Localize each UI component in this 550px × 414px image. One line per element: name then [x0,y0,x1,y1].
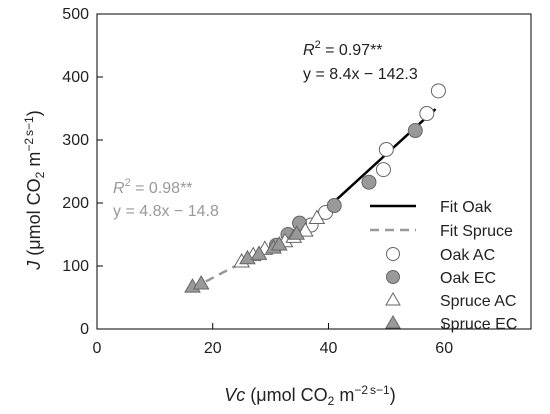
spruce-r2-prefix: R [113,180,125,197]
point-spruce-ec [250,245,268,260]
y-axis-title: J (μmol CO2 m−2s−1) [22,110,47,270]
point-oak-ac [375,162,391,178]
x-tick-label: 60 [435,340,453,357]
svg-text:R2 = 0.98**: R2 = 0.98** [113,177,193,197]
legend-entry-oak-ac: Oak AC [386,247,495,264]
point-oak-ec [326,198,342,214]
point-spruce-ec [288,225,306,240]
point-oak-ec [407,123,423,139]
oak-r2-prefix: R [303,42,315,59]
point-spruce-ec [270,235,288,251]
spruce-r2-sup: 2 [125,177,131,189]
point-spruce-ac [296,222,314,237]
fit-line-fit-spruce [191,222,318,290]
x-tick-label: 40 [320,340,338,357]
x-axis-title: Vc (μmol CO2 m−2 s−1) [224,383,395,408]
legend-entry-fit-spruce: Fit Spruce [370,223,513,240]
legend-marker-spruce-ac [385,292,401,306]
y-tick-label: 0 [80,321,89,338]
point-oak-ac [419,106,435,122]
y-tick-label: 200 [62,195,89,212]
point-oak-ac [378,141,394,157]
legend-label-spruce-ec: Spruce EC [440,316,517,333]
y-tick-label: 300 [62,132,89,149]
axes: 0 100 200 300 400 500 0 20 40 60 [62,6,532,357]
legend-label-spruce-ac: Spruce AC [440,293,516,310]
legend: Fit Oak Fit Spruce Oak AC Oak EC Spruce … [370,199,517,333]
point-spruce-ec [192,275,210,290]
oak-equation: y = 8.4x − 142.3 [303,66,418,83]
svg-text:R2 = 0.97**: R2 = 0.97** [303,39,383,59]
spruce-r2-value: = 0.98** [131,180,193,197]
point-spruce-ac [308,209,326,224]
y-tick-label: 500 [62,6,89,23]
legend-entry-oak-ec: Oak EC [386,270,496,287]
legend-entry-spruce-ac: Spruce AC [385,292,516,310]
oak-r2-value: = 0.97** [321,42,383,59]
point-oak-ac [430,83,446,99]
plot-frame [96,13,532,330]
plot-area [184,83,446,293]
legend-label-fit-oak: Fit Oak [440,199,493,216]
y-tick-label: 400 [62,69,89,86]
spruce-equation: y = 4.8x − 14.8 [113,203,219,220]
x-tick-label: 20 [204,340,222,357]
y-tick-label: 100 [62,258,89,275]
legend-label-oak-ac: Oak AC [440,247,495,264]
oak-fit-annotation: R2 = 0.97** y = 8.4x − 142.3 [303,39,418,83]
legend-label-oak-ec: Oak EC [440,270,496,287]
legend-label-fit-spruce: Fit Spruce [440,223,513,240]
legend-marker-oak-ac [386,247,400,261]
x-tick-label: 0 [93,340,102,357]
point-spruce-ec [239,249,256,265]
point-oak-ec [361,174,377,190]
legend-marker-oak-ec [386,270,400,284]
legend-marker-spruce-ec [385,315,401,329]
legend-entry-fit-oak: Fit Oak [370,199,493,216]
oak-r2-sup: 2 [315,39,321,51]
spruce-fit-annotation: R2 = 0.98** y = 4.8x − 14.8 [113,177,219,220]
legend-entry-spruce-ec: Spruce EC [385,315,517,333]
